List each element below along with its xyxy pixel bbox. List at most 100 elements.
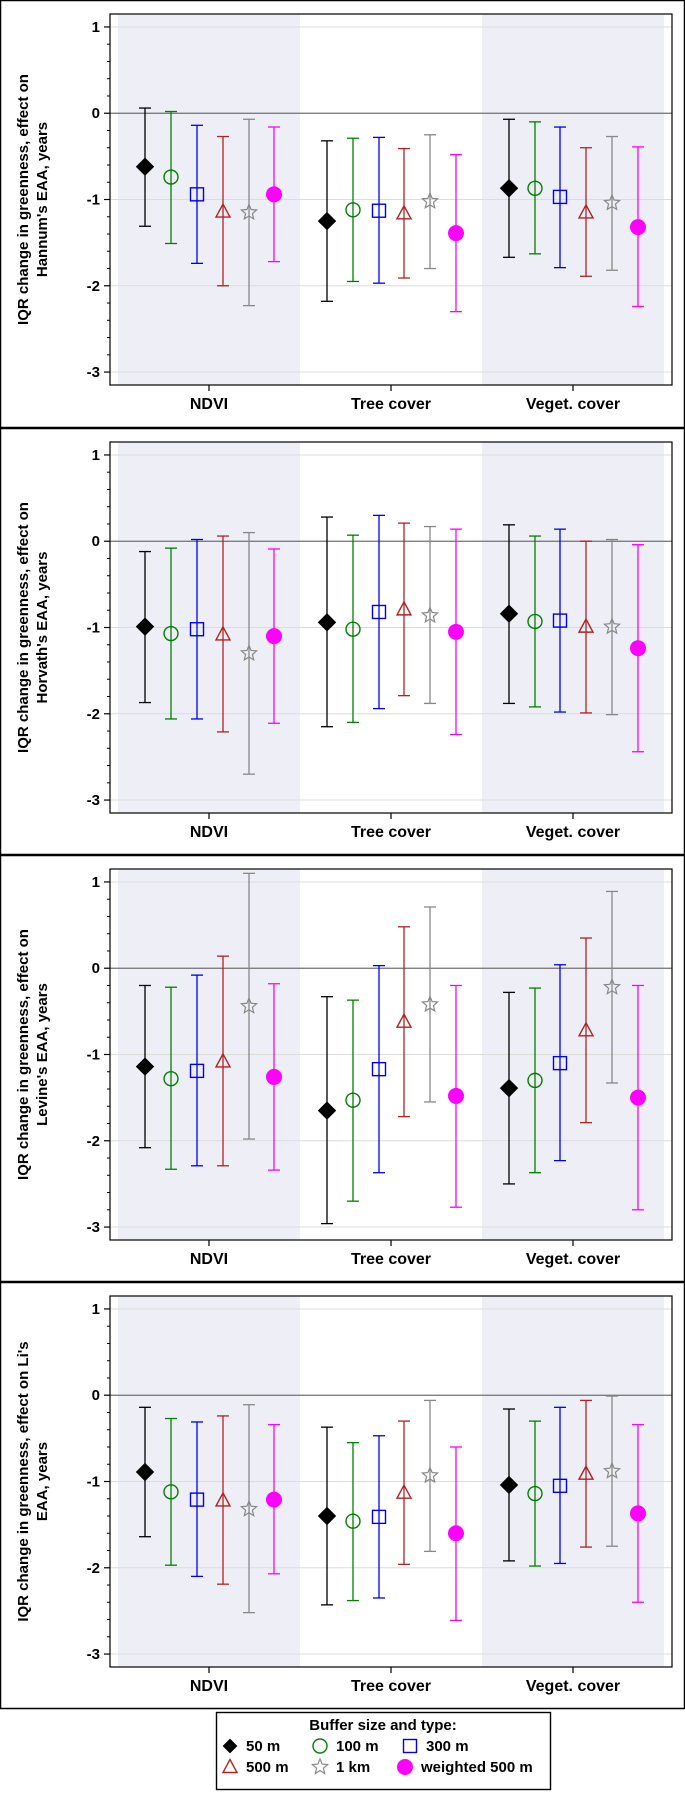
- point-1-km-tree-cover: [420, 994, 440, 1013]
- point-50-m-tree-cover: [317, 1506, 337, 1526]
- point-500-m-veget-cover: [577, 1464, 595, 1480]
- panel-1: 1 0 -1 -2 -3 NDVI Tree cover Veget. cover IQR ch…: [0, 0, 685, 429]
- y-tick-label: -2: [87, 706, 100, 723]
- point-300-m-tree-cover: [371, 1061, 387, 1077]
- point-500-m-tree-cover: [395, 1483, 413, 1499]
- panel-3: 1 0 -1 -2 -3 NDVI Tree cover Veget. cover IQR ch…: [0, 854, 685, 1283]
- legend-title: Buffer size and type:: [309, 1717, 457, 1734]
- point-1-km-tree-cover: [420, 1465, 440, 1484]
- y-tick-label: 1: [92, 1301, 100, 1318]
- point-500-m-veget-cover: [577, 203, 595, 219]
- x-category-label-veget-cover: Veget. cover: [526, 1678, 620, 1695]
- point-500-m-tree-cover: [395, 1012, 413, 1028]
- point-50-m-ndvi: [135, 617, 155, 636]
- point-1-km-tree-cover: [420, 605, 440, 624]
- legend-marker-50-m: [222, 1738, 238, 1754]
- point-300-m-tree-cover: [371, 203, 387, 218]
- y-tick-label: 0: [92, 1387, 100, 1404]
- x-category-label-tree-cover: Tree cover: [351, 824, 431, 841]
- point-300-m-ndvi: [189, 1063, 205, 1079]
- y-tick-label: -3: [87, 1646, 100, 1663]
- point-weighted-500-m-ndvi: [266, 186, 282, 203]
- point-500-m-tree-cover: [395, 600, 413, 616]
- y-tick-label: 1: [92, 19, 100, 36]
- point-100-m-tree-cover: [345, 1092, 361, 1108]
- y-tick-label: -1: [87, 192, 100, 209]
- legend-marker-1-km: [310, 1757, 330, 1775]
- x-category-label-veget-cover: Veget. cover: [526, 824, 620, 841]
- point-50-m-veget-cover: [499, 604, 519, 623]
- panel-4: 1 0 -1 -2 -3 NDVI Tree cover Veget. cover IQR ch…: [0, 1281, 685, 1710]
- point-100-m-veget-cover: [527, 1072, 543, 1089]
- y-axis-label-line-1: IQR change in greenness, effect on: [15, 502, 32, 753]
- y-axis-label-line-2: Levine's EAA, years: [34, 983, 51, 1126]
- legend-marker-300-m: [402, 1738, 418, 1754]
- y-tick-label: 1: [92, 874, 100, 891]
- point-500-m-ndvi: [214, 1052, 232, 1068]
- point-500-m-ndvi: [214, 1491, 232, 1507]
- point-100-m-veget-cover: [527, 613, 543, 630]
- point-1-km-veget-cover: [602, 1461, 622, 1479]
- point-50-m-veget-cover: [499, 1475, 519, 1495]
- point-100-m-tree-cover: [345, 1513, 361, 1529]
- point-100-m-tree-cover: [345, 621, 361, 637]
- y-tick-label: 1: [92, 447, 100, 464]
- point-100-m-ndvi: [163, 1484, 179, 1500]
- y-tick-label: -1: [87, 1474, 100, 1491]
- x-category-label-ndvi: NDVI: [190, 1251, 228, 1268]
- y-tick-label: -3: [87, 1219, 100, 1236]
- point-1-km-ndvi: [239, 1499, 259, 1517]
- point-300-m-ndvi: [189, 622, 205, 637]
- point-weighted-500-m-veget-cover: [630, 219, 646, 236]
- point-100-m-veget-cover: [527, 1485, 543, 1502]
- x-category-label-ndvi: NDVI: [190, 396, 228, 413]
- y-axis-label-line-2: Hannum's EAA, years: [34, 122, 51, 277]
- point-weighted-500-m-ndvi: [266, 1068, 282, 1085]
- y-tick-label: -2: [87, 1133, 100, 1150]
- panels-container: 1 0 -1 -2 -3 NDVI Tree cover Veget. cover IQR ch…: [0, 0, 685, 1710]
- y-tick-label: -1: [87, 620, 100, 637]
- legend-frame: [215, 1711, 552, 1791]
- y-axis-label-line-1: IQR change in greenness, effect on: [15, 74, 32, 325]
- y-axis-label-line-1: IQR change in greenness, effect on: [15, 929, 32, 1180]
- x-category-label-veget-cover: Veget. cover: [526, 396, 620, 413]
- legend-marker-weighted-500-m: [397, 1759, 413, 1775]
- point-1-km-tree-cover: [420, 191, 440, 209]
- point-weighted-500-m-tree-cover: [448, 225, 464, 242]
- point-50-m-tree-cover: [317, 613, 337, 632]
- legend: Buffer size and type: 50 m 100 m 300 m 500 m…: [215, 1711, 552, 1791]
- x-category-label-ndvi: NDVI: [190, 1678, 228, 1695]
- y-tick-label: -1: [87, 1047, 100, 1064]
- point-weighted-500-m-tree-cover: [448, 1087, 464, 1104]
- point-500-m-ndvi: [214, 625, 232, 641]
- point-weighted-500-m-tree-cover: [448, 623, 464, 640]
- point-100-m-ndvi: [163, 169, 179, 185]
- legend-marker-500-m: [221, 1758, 239, 1774]
- point-weighted-500-m-veget-cover: [630, 640, 646, 657]
- point-500-m-ndvi: [214, 202, 232, 218]
- point-50-m-ndvi: [135, 1057, 155, 1076]
- x-category-label-ndvi: NDVI: [190, 824, 228, 841]
- x-category-label-tree-cover: Tree cover: [351, 396, 431, 413]
- legend-marker-100-m: [312, 1738, 328, 1754]
- legend-label-100-m: 100 m: [336, 1738, 379, 1755]
- point-50-m-tree-cover: [317, 211, 337, 231]
- point-50-m-veget-cover: [499, 1078, 519, 1098]
- point-weighted-500-m-veget-cover: [630, 1089, 646, 1106]
- point-500-m-veget-cover: [577, 617, 595, 633]
- legend-label-weighted-500-m: weighted 500 m: [420, 1759, 533, 1776]
- point-weighted-500-m-veget-cover: [630, 1505, 646, 1522]
- y-axis-label-line-1: IQR change in greenness, effect on Li's: [15, 1341, 32, 1621]
- point-weighted-500-m-ndvi: [266, 1491, 282, 1508]
- y-tick-label: 0: [92, 105, 100, 122]
- panel-2: 1 0 -1 -2 -3 NDVI Tree cover Veget. cover IQR ch…: [0, 427, 685, 856]
- legend-label-500-m: 500 m: [246, 1759, 289, 1776]
- point-50-m-tree-cover: [317, 1101, 337, 1120]
- y-tick-label: 0: [92, 533, 100, 550]
- y-tick-label: 0: [92, 960, 100, 977]
- point-500-m-tree-cover: [395, 204, 413, 220]
- point-100-m-ndvi: [163, 625, 179, 642]
- point-1-km-veget-cover: [602, 977, 622, 995]
- y-tick-label: -2: [87, 278, 100, 295]
- point-500-m-veget-cover: [577, 1021, 595, 1037]
